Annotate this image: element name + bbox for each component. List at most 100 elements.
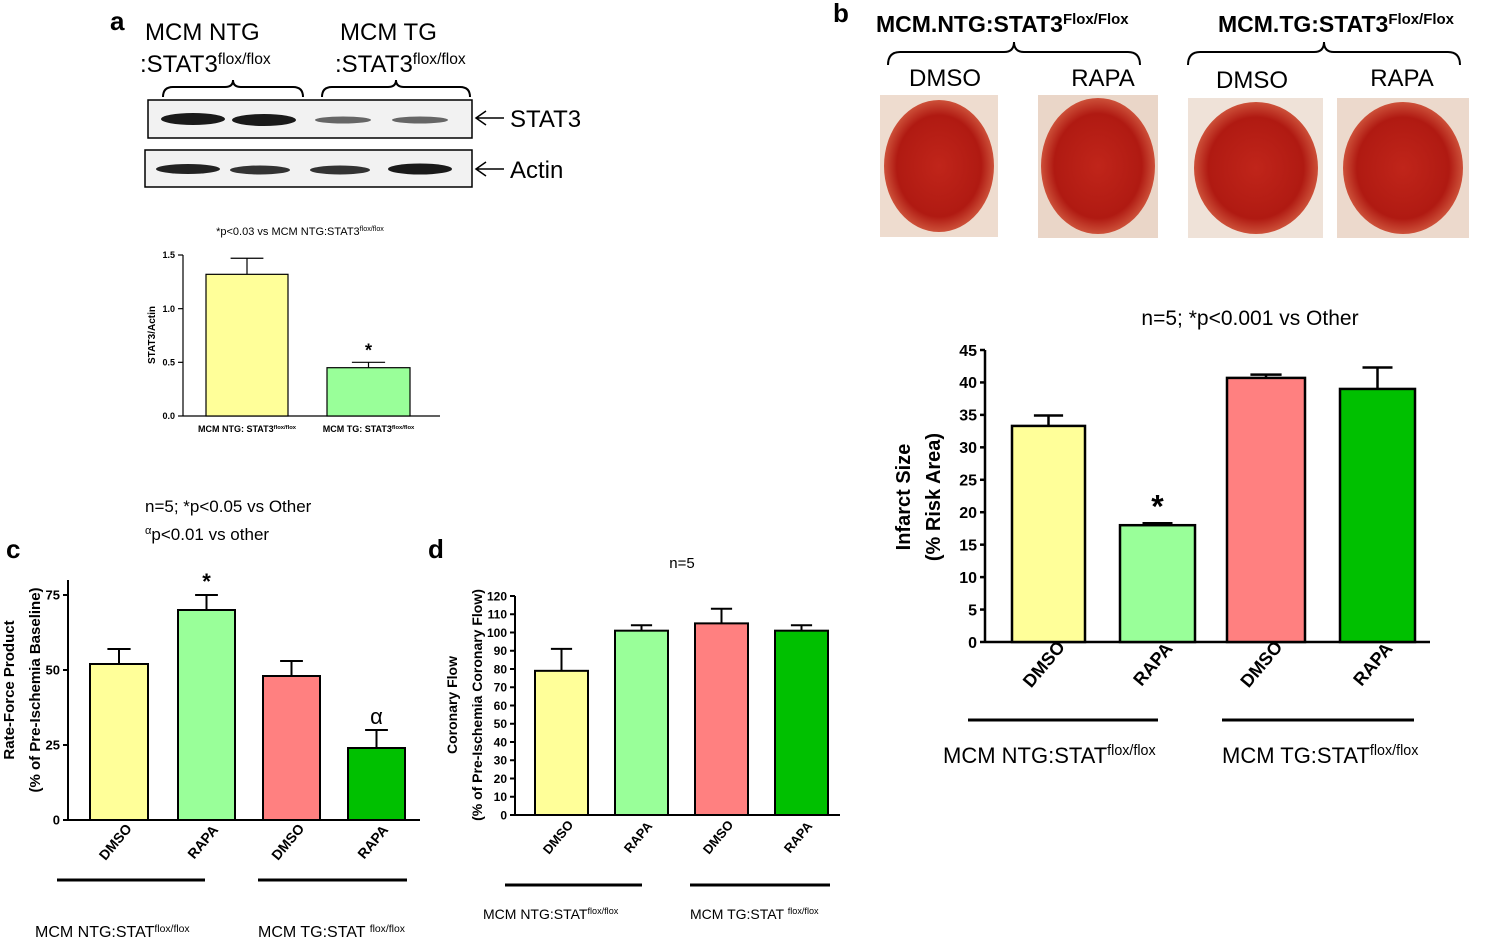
y-axis-label: Infarct Size — [893, 444, 915, 551]
y-axis-label: STAT3/Actin — [147, 306, 158, 364]
y-axis-label: Coronary Flow — [444, 656, 460, 754]
text-part: MCM NTG:STAT — [35, 924, 155, 939]
y-tick-label: 25 — [959, 473, 977, 490]
y-tick-label: 60 — [494, 699, 508, 713]
superscript: flox/flox — [218, 51, 271, 68]
y-tick-label: 50 — [46, 663, 60, 678]
annotation: *p<0.03 vs MCM NTG:STAT3flox/flox — [216, 225, 384, 238]
band — [388, 163, 452, 175]
x-tick-label: RAPA — [1129, 639, 1176, 690]
y-tick-label: 5 — [968, 602, 977, 619]
bar — [1225, 376, 1307, 644]
annotation: n=5; *p<0.001 vs Other — [1141, 307, 1358, 330]
text-part: MCM NTG:STAT — [483, 906, 588, 922]
x-tick-label: MCM NTG: STAT3flox/flox — [198, 424, 297, 434]
y-tick-label: 40 — [494, 735, 508, 749]
y-tick-label: 80 — [494, 662, 508, 676]
x-tick-label: DMSO — [96, 820, 135, 863]
brace — [1187, 41, 1461, 66]
superscript: flox/flox — [392, 425, 415, 431]
y-tick-label: 75 — [46, 588, 60, 603]
y-tick-label: 0.0 — [162, 411, 175, 421]
superscript: flox/flox — [413, 51, 466, 68]
superscript: flox/flox — [360, 225, 385, 233]
y-tick-label: 0.5 — [162, 358, 175, 368]
y-tick-label: 1.5 — [162, 250, 175, 260]
superscript: flox/flox — [154, 924, 190, 935]
blot-group-label: MCM TG — [340, 19, 437, 46]
text-part: MCM NTG:STAT — [943, 743, 1107, 768]
bar — [534, 669, 589, 817]
bar — [89, 663, 149, 821]
text-part: :STAT3 — [140, 51, 218, 78]
bar-label: α — [370, 704, 383, 729]
text-part: MCM TG:STAT — [258, 924, 370, 939]
group-label: MCM TG:STATflox/flox — [1222, 743, 1418, 768]
annotation: αp<0.01 vs other — [145, 525, 269, 544]
panel-label: d — [428, 534, 444, 564]
photo-group-label: MCM.TG:STAT3Flox/Flox — [1218, 11, 1455, 38]
brace — [887, 41, 1141, 66]
x-tick-label: RAPA — [781, 818, 816, 856]
y-tick-label: 120 — [487, 589, 507, 603]
superscript: flox/flox — [1370, 743, 1418, 759]
western-blot — [144, 79, 504, 188]
superscript: Flox/Flox — [1388, 11, 1454, 28]
text-part: n=5 — [669, 555, 694, 572]
x-tick-label: DMSO — [540, 817, 577, 857]
y-tick-label: 45 — [959, 343, 977, 360]
heart-photos — [880, 41, 1469, 238]
y-tick-label: 10 — [959, 570, 977, 587]
x-tick-label: MCM TG: STAT3flox/flox — [323, 424, 415, 434]
text-part: MCM NTG: STAT3 — [198, 424, 274, 434]
bar — [694, 622, 749, 816]
x-tick-label: RAPA — [184, 822, 221, 862]
treatment-label: RAPA — [1071, 65, 1135, 92]
y-tick-label: 10 — [494, 790, 508, 804]
text-part: MCM TG: STAT3 — [323, 424, 392, 434]
bar — [347, 747, 406, 821]
x-tick-label: DMSO — [268, 820, 307, 863]
bar — [774, 629, 829, 816]
band — [392, 116, 448, 124]
group-label: MCM NTG:STATflox/flox — [35, 924, 190, 939]
bar — [262, 675, 321, 821]
x-tick-label: DMSO — [1236, 637, 1286, 691]
superscript: flox/flox — [587, 906, 618, 916]
text-part: MCM TG:STAT — [690, 906, 788, 922]
text-part: p<0.01 vs other — [151, 525, 269, 544]
superscript: flox/flox — [1107, 743, 1155, 759]
text-part: MCM.TG:STAT3 — [1218, 11, 1388, 37]
band — [156, 164, 220, 174]
bar — [1118, 523, 1197, 644]
y-axis-label: (% of Pre-Ischemia Baseline) — [27, 587, 44, 792]
photo-group-label: MCM.NTG:STAT3Flox/Flox — [876, 11, 1129, 38]
bar — [177, 609, 236, 821]
blot-row-label: STAT3 — [510, 106, 581, 133]
y-tick-label: 50 — [494, 717, 508, 731]
band — [161, 113, 225, 125]
x-tick-label: RAPA — [354, 822, 391, 862]
heart-slice — [1343, 102, 1463, 234]
y-tick-label: 110 — [488, 608, 508, 622]
superscript: flox/flox — [788, 906, 819, 916]
y-tick-label: 1.0 — [162, 304, 175, 314]
superscript: flox/flox — [274, 425, 297, 431]
panel-label: c — [6, 534, 20, 564]
bar — [326, 367, 411, 417]
y-tick-label: 20 — [959, 505, 977, 522]
arrow — [474, 110, 504, 126]
x-tick-label: RAPA — [1349, 639, 1396, 690]
superscript: flox/flox — [370, 924, 406, 935]
brace — [162, 79, 304, 98]
band — [310, 165, 370, 175]
x-tick-label: DMSO — [1019, 637, 1069, 691]
text-part: *p<0.03 vs MCM NTG:STAT3 — [216, 226, 360, 238]
brace — [321, 79, 471, 98]
y-tick-label: 0 — [53, 813, 60, 828]
heart-slice — [1194, 102, 1318, 234]
group-label: MCM NTG:STATflox/flox — [943, 743, 1156, 768]
y-axis-label: (% of Pre-Ischemia Coronary Flow) — [469, 589, 485, 821]
superscript: Flox/Flox — [1063, 11, 1129, 28]
